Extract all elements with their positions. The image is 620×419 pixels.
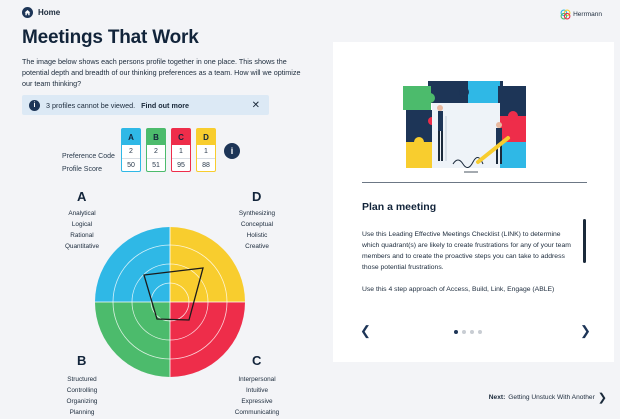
quadrant-b-words: Structured Controlling Organizing Planni…	[56, 374, 108, 418]
card-paragraph-able: Use this 4 step approach of Access, Buil…	[362, 286, 555, 293]
quadrant-d-fill	[170, 227, 245, 302]
score-table: A 2 50 B 2 51 C 1 95 D 1 88	[121, 128, 216, 172]
preference-code-b: 2	[154, 148, 158, 155]
profile-score-label: Profile Score	[62, 166, 103, 173]
score-column-a: A 2 50	[121, 128, 141, 172]
quadrant-a-word: Logical	[71, 221, 93, 228]
score-header-b: B	[147, 129, 165, 145]
preference-code-a: 2	[129, 148, 133, 155]
next-prefix: Next:	[488, 394, 506, 401]
alert-text: 3 profiles cannot be viewed.	[46, 100, 136, 110]
quadrant-c-word: Intuitive	[245, 387, 269, 394]
carousel-dot[interactable]	[462, 330, 466, 334]
quadrant-c-word: Interpersonal	[238, 376, 276, 383]
home-label: Home	[38, 8, 61, 17]
quadrant-c-letter: C	[252, 353, 262, 368]
quadrant-a-word: Quantitative	[64, 243, 100, 250]
herrmann-logo-icon	[560, 9, 571, 20]
score-labels: Preference Code Profile Score	[62, 150, 115, 176]
quadrant-c-word: Expressive	[241, 398, 273, 405]
quadrant-a-words: Analytical Logical Rational Quantitative	[56, 208, 108, 252]
quadrant-d-letter: D	[252, 189, 262, 204]
logo-text: Herrmann	[573, 11, 602, 18]
score-column-c: C 1 95	[171, 128, 191, 172]
carousel-dot[interactable]	[454, 330, 458, 334]
preference-code-label: Preference Code	[62, 153, 115, 160]
info-icon: i	[29, 99, 40, 111]
quadrant-a-word: Analytical	[68, 210, 96, 217]
quadrant-c-fill	[170, 302, 245, 377]
profile-score-a: 50	[122, 158, 140, 171]
score-header-d: D	[197, 129, 215, 145]
quadrant-a-word: Rational	[70, 232, 94, 239]
quadrant-c-word: Communicating	[234, 409, 280, 416]
score-info-icon[interactable]: i	[224, 143, 240, 159]
find-out-more-link[interactable]: Find out more	[141, 100, 190, 110]
team-profile-outline	[143, 267, 204, 321]
quadrant-d-word: Conceptual	[240, 221, 274, 228]
preference-code-d: 1	[204, 148, 208, 155]
profiles-alert: i 3 profiles cannot be viewed. Find out …	[22, 95, 269, 115]
page-title: Meetings That Work	[22, 27, 199, 48]
close-icon[interactable]: ✕	[251, 99, 260, 111]
score-header-a: A	[122, 129, 140, 145]
card-scrollbar[interactable]	[583, 219, 586, 263]
intro-text: The image below shows each persons profi…	[22, 57, 301, 88]
quadrant-a-fill	[95, 227, 170, 302]
card-body: Use this Leading Effective Meetings Chec…	[362, 229, 577, 295]
carousel-dot[interactable]	[470, 330, 474, 334]
next-lesson-link[interactable]: Next: Getting Unstuck With Another ❯	[489, 391, 607, 404]
thinking-preference-chart	[95, 227, 245, 377]
score-header-c: C	[172, 129, 190, 145]
quadrant-a-letter: A	[77, 189, 87, 204]
quadrant-b-word: Organizing	[66, 398, 98, 405]
home-link[interactable]: Home	[22, 7, 60, 18]
chevron-right-icon: ❯	[597, 392, 607, 404]
quadrant-b-word: Controlling	[66, 387, 98, 394]
profile-score-c: 95	[172, 158, 190, 171]
quadrant-d-word: Synthesizing	[238, 210, 276, 217]
quadrant-d-word: Creative	[245, 243, 269, 250]
card-paragraph-checklist: Use this Leading Effective Meetings Chec…	[362, 231, 571, 271]
puzzle-illustration	[403, 81, 526, 173]
quadrant-c-words: Interpersonal Intuitive Expressive Commu…	[226, 374, 288, 418]
card-title: Plan a meeting	[362, 201, 437, 213]
quadrant-b-word: Planning	[69, 409, 95, 416]
next-title: Getting Unstuck With Another	[508, 394, 595, 401]
quadrant-d-words: Synthesizing Conceptual Holistic Creativ…	[228, 208, 286, 252]
home-icon	[22, 7, 33, 18]
preference-code-c: 1	[179, 148, 183, 155]
score-column-b: B 2 51	[146, 128, 166, 172]
quadrant-b-word: Structured	[67, 376, 97, 383]
quadrant-d-word: Holistic	[246, 232, 268, 239]
herrmann-logo: Herrmann	[560, 9, 602, 20]
quadrant-b-letter: B	[77, 353, 87, 368]
next-arrow-icon[interactable]: ❯	[580, 323, 591, 338]
card-divider	[362, 182, 587, 183]
carousel-dots	[454, 330, 482, 334]
quadrant-b-fill	[95, 302, 170, 377]
previous-arrow-icon[interactable]: ❮	[360, 323, 371, 338]
profile-score-d: 88	[197, 158, 215, 171]
profile-score-b: 51	[147, 158, 165, 171]
carousel-dot[interactable]	[478, 330, 482, 334]
score-column-d: D 1 88	[196, 128, 216, 172]
